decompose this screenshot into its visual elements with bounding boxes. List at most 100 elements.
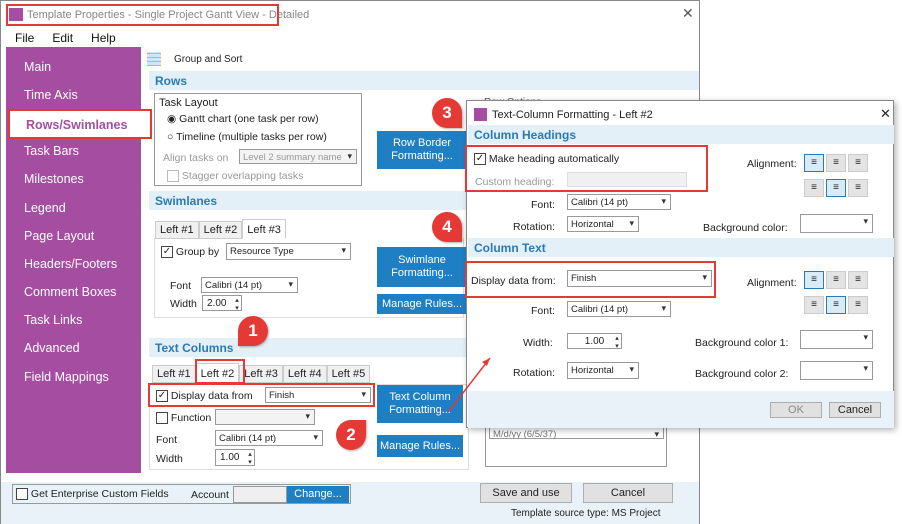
- swimlane-formatting-button[interactable]: Swimlane Formatting...: [377, 247, 467, 287]
- sidebar-item-rows-swimlanes[interactable]: Rows/Swimlanes: [8, 109, 152, 139]
- align-bottom-icon[interactable]: ≡: [848, 179, 868, 197]
- text-width-stepper[interactable]: 1.00: [215, 449, 255, 466]
- group-by-checkbox[interactable]: ✓ Group by: [161, 246, 220, 259]
- callout-1: 1: [238, 316, 268, 346]
- swimlane-manage-rules-button[interactable]: Manage Rules...: [377, 294, 467, 314]
- menu-help[interactable]: Help: [91, 31, 116, 45]
- text-manage-rules-button[interactable]: Manage Rules...: [377, 435, 463, 457]
- column-headings-label: Column Headings: [474, 128, 577, 142]
- save-and-use-button[interactable]: Save and use: [480, 483, 572, 503]
- bg1-label: Background color 1:: [695, 337, 789, 349]
- custom-heading-input[interactable]: [567, 172, 687, 187]
- swimlane-tab-left3[interactable]: Left #3: [242, 219, 286, 239]
- sidebar-item-field-mappings[interactable]: Field Mappings: [24, 370, 109, 384]
- text-tab-left3[interactable]: Left #3: [239, 365, 283, 383]
- text-display-label: Display data from:: [471, 275, 556, 287]
- rows-header-label: Rows: [155, 74, 188, 88]
- row-border-formatting-button[interactable]: Row Border Formatting...: [377, 131, 467, 169]
- sidebar-item-comment-boxes[interactable]: Comment Boxes: [24, 285, 117, 299]
- text-align-top-icon[interactable]: ≡: [804, 296, 824, 314]
- heading-rotation-dropdown[interactable]: Horizontal: [567, 216, 639, 232]
- menu-edit[interactable]: Edit: [52, 31, 74, 45]
- swimlane-tab-left2[interactable]: Left #2: [198, 221, 243, 239]
- function-checkbox[interactable]: Function: [156, 412, 212, 425]
- text-align-center-icon[interactable]: ≡: [826, 271, 846, 289]
- function-label: Function: [170, 412, 212, 424]
- heading-highlight: [465, 145, 708, 192]
- sidebar-item-legend[interactable]: Legend: [24, 201, 66, 215]
- bg1-dropdown[interactable]: [800, 330, 873, 349]
- text-align-bottom-icon[interactable]: ≡: [848, 296, 868, 314]
- text-align-middle-icon[interactable]: ≡: [826, 296, 846, 314]
- group-sort-label[interactable]: Group and Sort: [174, 54, 243, 65]
- sidebar-item-task-links[interactable]: Task Links: [24, 313, 83, 327]
- text-tab-left1[interactable]: Left #1: [152, 365, 196, 383]
- dialog-app-icon: [474, 108, 487, 121]
- enterprise-checkbox[interactable]: Get Enterprise Custom Fields: [16, 488, 169, 501]
- radio-timeline[interactable]: ○ Timeline (multiple tasks per row): [167, 131, 327, 143]
- menu-file[interactable]: File: [15, 31, 35, 45]
- change-button[interactable]: Change...: [287, 486, 349, 503]
- ok-button[interactable]: OK: [770, 402, 822, 418]
- text-width-label-dlg: Width:: [523, 337, 553, 349]
- text-tab-left4[interactable]: Left #4: [282, 365, 327, 383]
- text-font-dropdown-dlg[interactable]: Calibri (14 pt): [567, 301, 671, 317]
- group-by-dropdown[interactable]: Resource Type: [226, 243, 351, 260]
- stagger-checkbox[interactable]: Stagger overlapping tasks: [167, 170, 303, 183]
- function-dropdown[interactable]: [215, 409, 315, 425]
- text-column-formatting-button[interactable]: Text Column Formatting...: [377, 385, 463, 423]
- text-rotation-dropdown[interactable]: Horizontal: [567, 362, 639, 379]
- sidebar-item-page-layout[interactable]: Page Layout: [24, 229, 95, 243]
- radio-gantt[interactable]: ◉ Gantt chart (one task per row): [167, 113, 319, 125]
- make-heading-checkbox[interactable]: ✓ Make heading automatically: [474, 153, 620, 166]
- sidebar-item-time-axis[interactable]: Time Axis: [24, 88, 78, 102]
- sidebar-item-advanced[interactable]: Advanced: [24, 341, 80, 355]
- text-align-left-icon[interactable]: ≡: [804, 271, 824, 289]
- align-label: Align tasks on: [163, 152, 229, 164]
- align-middle-icon[interactable]: ≡: [826, 179, 846, 197]
- arrow-line: [448, 357, 491, 412]
- text-font-dropdown[interactable]: Calibri (14 pt): [215, 430, 323, 446]
- display-data-dropdown[interactable]: Finish: [265, 387, 371, 403]
- align-right-icon[interactable]: ≡: [848, 154, 868, 172]
- radio-gantt-label: Gantt chart (one task per row): [179, 113, 319, 125]
- swimlane-font-dropdown[interactable]: Calibri (14 pt): [201, 277, 298, 293]
- swimlane-width-label: Width: [170, 298, 197, 310]
- heading-bg-dropdown[interactable]: [800, 214, 873, 233]
- display-highlight: [465, 261, 716, 298]
- app-icon: [9, 8, 23, 21]
- sidebar-item-milestones[interactable]: Milestones: [24, 172, 84, 186]
- align-center-icon[interactable]: ≡: [826, 154, 846, 172]
- title-highlight: [6, 4, 279, 26]
- align-top-icon[interactable]: ≡: [804, 179, 824, 197]
- enterprise-group: [12, 484, 351, 504]
- text-column-formatting-dialog: Text-Column Formatting - Left #2 ✕ Colum…: [465, 100, 894, 428]
- cancel-button[interactable]: Cancel: [583, 483, 673, 503]
- custom-heading-label: Custom heading:: [475, 176, 555, 188]
- group-sort-icon[interactable]: [147, 52, 161, 66]
- heading-font-dropdown[interactable]: Calibri (14 pt): [567, 194, 671, 210]
- text-display-dropdown[interactable]: Finish: [567, 270, 712, 287]
- swimlane-tabs: Left #1 Left #2 Left #3: [155, 218, 286, 239]
- dialog-cancel-button[interactable]: Cancel: [829, 402, 881, 418]
- swimlane-tab-left1[interactable]: Left #1: [155, 221, 199, 239]
- text-columns-header-label: Text Columns: [155, 341, 234, 355]
- align-dropdown[interactable]: Level 2 summary name: [239, 149, 357, 164]
- bg2-label: Background color 2:: [695, 368, 789, 380]
- close-icon[interactable]: ✕: [682, 5, 694, 21]
- dialog-close-icon[interactable]: ✕: [880, 106, 891, 121]
- bg2-dropdown[interactable]: [800, 361, 873, 380]
- account-input[interactable]: [233, 486, 287, 503]
- sidebar-item-main[interactable]: Main: [24, 60, 52, 74]
- text-align-right-icon[interactable]: ≡: [848, 271, 868, 289]
- display-data-label: Display data from: [170, 390, 253, 402]
- display-data-checkbox[interactable]: ✓ Display data from: [156, 390, 253, 403]
- swimlane-width-stepper[interactable]: 2.00: [202, 295, 242, 312]
- sidebar-item-task-bars[interactable]: Task Bars: [24, 144, 79, 158]
- window-title: Template Properties - Single Project Gan…: [27, 9, 310, 21]
- text-tab-left5[interactable]: Left #5: [326, 365, 371, 383]
- align-left-icon[interactable]: ≡: [804, 154, 824, 172]
- text-width-stepper-dlg[interactable]: 1.00: [567, 333, 622, 350]
- sidebar-item-headers-footers[interactable]: Headers/Footers: [24, 257, 118, 271]
